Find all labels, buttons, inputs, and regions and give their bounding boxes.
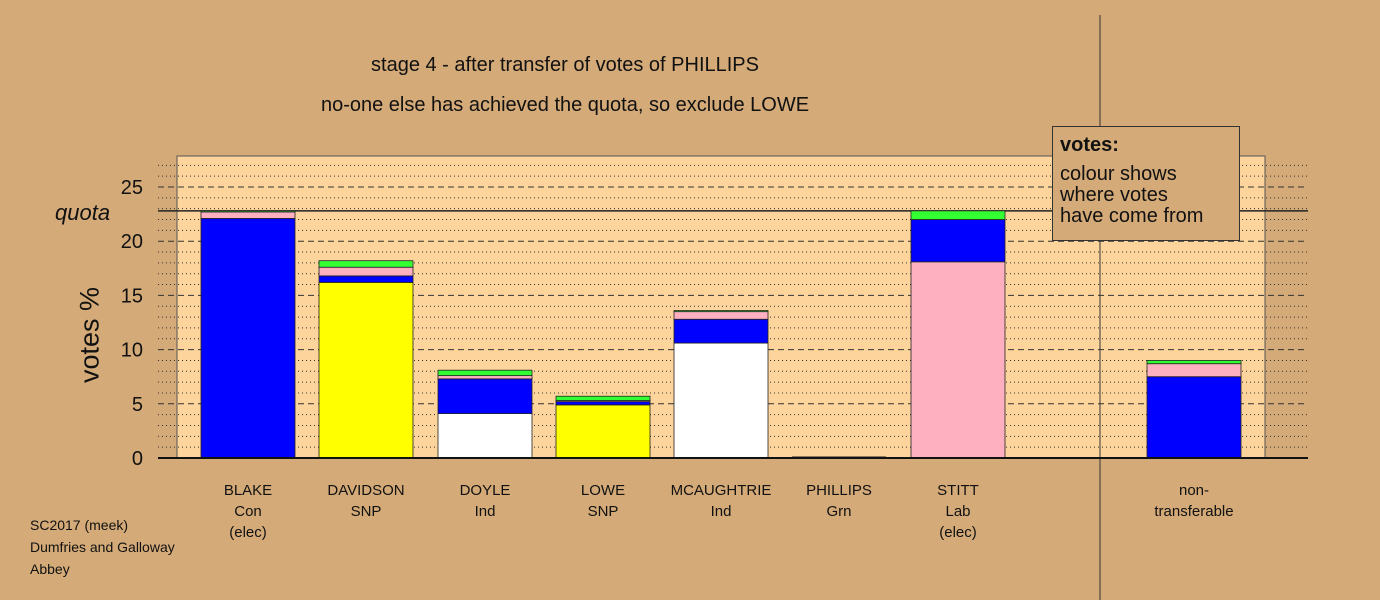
y-tick-label: 10 <box>121 340 143 362</box>
y-axis-label: votes % <box>74 286 105 384</box>
y-tick-label: 15 <box>121 285 143 307</box>
x-tick-label: SNP <box>588 503 619 520</box>
bar-segment <box>437 378 533 414</box>
footer-line: Dumfries and Galloway <box>30 539 175 555</box>
x-tick-label: (elec) <box>939 524 977 541</box>
y-tick-label: 20 <box>121 231 143 253</box>
bar-segment <box>555 404 651 459</box>
bar-segment <box>200 218 296 459</box>
bar-segment <box>910 261 1006 459</box>
bar-segment <box>673 342 769 459</box>
bar-segment <box>1146 360 1242 365</box>
bar-segment <box>673 318 769 344</box>
bar-segment <box>318 266 414 277</box>
x-tick-label: STITT <box>937 482 979 499</box>
chart-subtitle: no-one else has achieved the quota, so e… <box>320 94 810 116</box>
x-tick-label: PHILLIPS <box>806 482 872 499</box>
x-tick-label: DAVIDSON <box>327 482 404 499</box>
x-tick-label: LOWE <box>581 482 625 499</box>
x-tick-label: Con <box>234 503 262 520</box>
bar-segment <box>200 211 296 219</box>
bar-segment <box>437 375 533 380</box>
legend-line: where votes <box>1060 184 1168 206</box>
x-tick-label: (elec) <box>229 524 267 541</box>
footer: SC2017 (meek) Dumfries and Galloway Abbe… <box>30 514 175 580</box>
footer-line: Abbey <box>30 561 70 577</box>
bar-segment <box>1146 363 1242 378</box>
quota-label: quota <box>55 200 111 225</box>
x-tick-label: Ind <box>475 503 496 520</box>
bar-segment <box>318 275 414 283</box>
bar-segment <box>555 395 651 401</box>
x-tick-label: Ind <box>711 503 732 520</box>
legend-title: votes: <box>1060 134 1119 156</box>
y-tick-label: 5 <box>132 394 143 416</box>
y-tick-label: 25 <box>121 177 143 199</box>
x-tick-label: MCAUGHTRIE <box>671 482 772 499</box>
x-tick-label: transferable <box>1154 503 1233 520</box>
bar-segment <box>910 210 1006 220</box>
legend-box: votes: colour shows where votes have com… <box>1052 126 1240 241</box>
bar-segment <box>910 219 1006 263</box>
x-tick-label: BLAKE <box>224 482 272 499</box>
bar-segment <box>673 311 769 320</box>
legend-line: have come from <box>1060 205 1204 227</box>
x-tick-label: non- <box>1179 482 1209 499</box>
bar-segment <box>200 210 296 213</box>
bar-segment <box>437 413 533 459</box>
y-tick-label: 0 <box>132 448 143 470</box>
bar-segment <box>673 310 769 313</box>
x-tick-label: Grn <box>826 503 851 520</box>
bar-segment <box>318 281 414 459</box>
legend-line: colour shows <box>1060 163 1177 185</box>
footer-line: SC2017 (meek) <box>30 517 129 533</box>
x-tick-label: Lab <box>945 503 970 520</box>
bar-segment <box>555 401 651 406</box>
bar-segment <box>437 369 533 377</box>
bar-segment <box>318 260 414 268</box>
bar-segment <box>1146 376 1242 459</box>
x-tick-label: SNP <box>351 503 382 520</box>
x-tick-label: DOYLE <box>460 482 511 499</box>
chart-title: stage 4 - after transfer of votes of PHI… <box>371 54 759 76</box>
